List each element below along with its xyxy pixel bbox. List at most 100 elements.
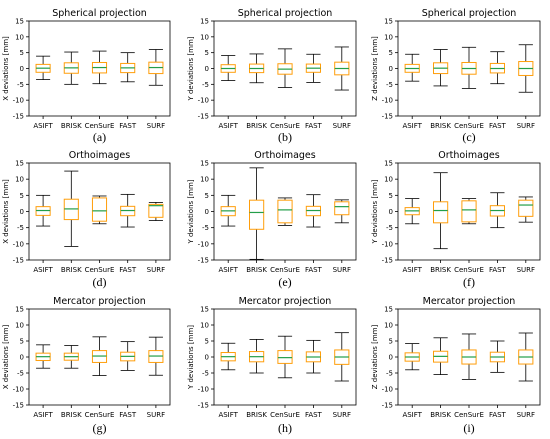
box-SURF [148,336,164,376]
y-tick-label: 10 [15,33,24,41]
y-tick-label: -10 [198,386,209,394]
box-SURF [518,196,534,223]
y-tick-label: 5 [20,49,24,57]
x-tick-label: BRISK [430,122,451,130]
chart-panel-e: Orthoimages Y deviations [mm] -15 -10 -5 0 5 10… [187,150,357,274]
chart-title: Mercator projection [53,296,146,307]
box-CenSurE [461,333,477,380]
x-tick-label: CenSurE [270,411,300,419]
subfigure-caption: (d) [92,275,107,289]
box-CenSurE [277,335,293,379]
x-tick-label: FAST [305,122,323,130]
y-tick-label: -15 [13,113,24,121]
box-iqr [518,199,534,217]
plot-frame [397,162,541,261]
x-tick-label: BRISK [246,266,267,274]
box-SURF [148,49,164,86]
y-axis-label: Y deviations [mm] [187,36,195,101]
box-iqr [433,201,449,224]
box-ASIFT [404,53,420,82]
y-tick-label: 5 [205,192,209,200]
subfigure-caption: (g) [92,421,107,435]
y-tick-label: 10 [200,322,209,330]
x-tick-label: BRISK [430,266,451,274]
y-tick-label: 0 [389,208,393,216]
x-tick-label: FAST [489,411,507,419]
box-iqr [461,200,477,223]
box-SURF [334,46,350,91]
box-FAST [489,340,505,373]
box-FAST [120,52,136,83]
y-tick-label: -5 [202,81,209,89]
box-ASIFT [35,194,51,227]
plot-frame [397,308,541,406]
y-tick-label: -10 [382,97,393,105]
x-tick-label: FAST [305,266,323,274]
y-tick-label: -15 [382,257,393,265]
y-tick-label: -5 [17,370,24,378]
y-axis-label: Y deviations [mm] [371,179,379,244]
x-tick-label: ASIFT [402,122,422,130]
y-tick-label: 10 [200,176,209,184]
box-iqr [334,201,350,216]
chart-panel-d: Orthoimages X deviations [mm] -15 -10 -5 0 5 10… [2,150,171,274]
box-BRISK [433,337,449,376]
y-tick-label: -10 [198,240,209,248]
y-axis-label: X deviations [mm] [2,324,10,389]
y-tick-label: 15 [15,306,24,314]
x-tick-label: SURF [333,411,351,419]
box-FAST [489,192,505,229]
y-tick-label: -10 [13,97,24,105]
box-FAST [120,341,136,371]
x-tick-label: CenSurE [85,411,115,419]
x-tick-label: CenSurE [85,122,115,130]
x-tick-label: BRISK [61,122,82,130]
box-SURF [518,332,534,382]
chart-panel-c: Spherical projection Z deviations [mm] -15… [371,8,541,130]
x-tick-label: CenSurE [454,266,484,274]
plot-frame [28,20,171,117]
y-tick-label: -15 [13,257,24,265]
x-tick-label: FAST [119,266,137,274]
box-ASIFT [220,342,236,371]
y-tick-label: 0 [20,208,24,216]
y-tick-label: 5 [20,192,24,200]
x-tick-label: CenSurE [454,411,484,419]
box-CenSurE [277,197,293,226]
y-tick-label: -10 [13,240,24,248]
y-tick-label: -5 [17,224,24,232]
box-ASIFT [220,194,236,227]
box-BRISK [249,53,265,84]
y-axis-label: Z deviations [mm] [371,36,379,101]
x-tick-label: SURF [517,411,535,419]
y-tick-label: 10 [384,322,393,330]
x-tick-label: ASIFT [33,122,53,130]
y-tick-label: 10 [384,176,393,184]
box-FAST [305,53,321,83]
subfigure-caption: (e) [278,275,292,289]
box-BRISK [433,172,449,250]
box-CenSurE [277,48,293,88]
x-tick-label: ASIFT [402,411,422,419]
y-tick-label: 10 [15,322,24,330]
chart-panel-b: Spherical projection Y deviations [mm] -15… [187,8,357,130]
x-tick-label: SURF [333,122,351,130]
y-axis-label: Z deviations [mm] [371,324,379,389]
y-tick-label: 15 [200,18,209,26]
box-FAST [305,194,321,228]
box-ASIFT [35,55,51,80]
y-axis-label: Y deviations [mm] [187,325,195,390]
y-tick-label: -15 [198,113,209,121]
y-tick-label: -5 [202,370,209,378]
y-tick-label: 10 [200,33,209,41]
y-tick-label: 0 [205,208,209,216]
y-tick-label: -15 [382,113,393,121]
x-tick-label: FAST [305,411,323,419]
y-tick-label: -10 [382,240,393,248]
chart-title: Mercator projection [423,296,516,307]
y-tick-label: 0 [205,65,209,73]
x-tick-label: SURF [333,266,351,274]
y-tick-label: 5 [389,49,393,57]
x-tick-label: BRISK [61,266,82,274]
box-iqr [91,197,108,222]
